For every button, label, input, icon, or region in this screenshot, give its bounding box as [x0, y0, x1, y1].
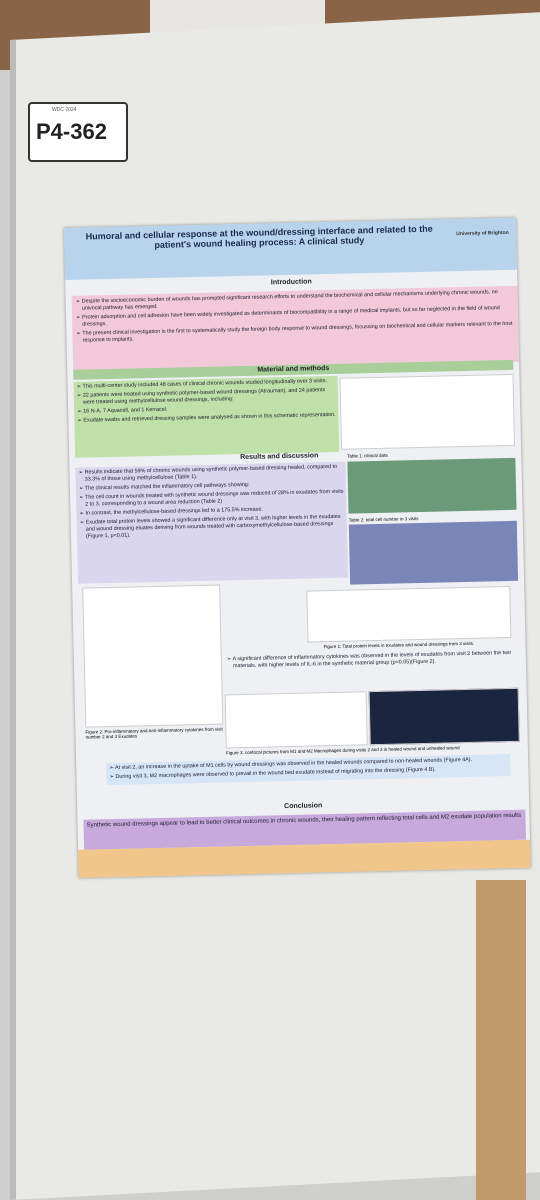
cytokine-box: A significant difference of inflammatory…	[226, 650, 516, 673]
intro-box: Despite the socioeconomic burden of woun…	[71, 285, 520, 372]
heading: Results and discussion	[240, 452, 319, 462]
macrophage-box: At visit 2, an increase in the uptake of…	[106, 754, 511, 786]
conclusion-text: Synthetic wound dressings appear to lead…	[86, 812, 522, 829]
figure-3	[368, 687, 520, 746]
label-text: P4-362	[36, 119, 107, 144]
figure-2	[82, 584, 224, 728]
caption: Figure 2: Pro-inflammatory and Anti-infl…	[85, 726, 223, 740]
board-label: WDC 2024 P4-362	[28, 102, 128, 162]
label-logo: WDC 2024	[52, 107, 77, 113]
poster: Humoral and cellular response at the wou…	[64, 217, 531, 878]
caption: Table 2: total cell number in 3 visits	[348, 516, 419, 523]
affiliation: University of Brighton	[456, 229, 509, 238]
figure-4	[224, 691, 368, 749]
table-2	[348, 520, 519, 585]
results-box: Results indicate that 59% of chronic wou…	[75, 461, 349, 584]
figure-1	[306, 585, 512, 643]
methods-box: This multi-center study included 48 case…	[73, 375, 340, 458]
schematic	[339, 373, 516, 450]
bullet: Exudate total protein levels showed a si…	[79, 514, 345, 541]
cardboard	[476, 880, 526, 1200]
caption: Table 1: clinical data	[347, 452, 388, 459]
bullet: A significant difference of inflammatory…	[226, 650, 516, 671]
table-1	[347, 457, 517, 514]
